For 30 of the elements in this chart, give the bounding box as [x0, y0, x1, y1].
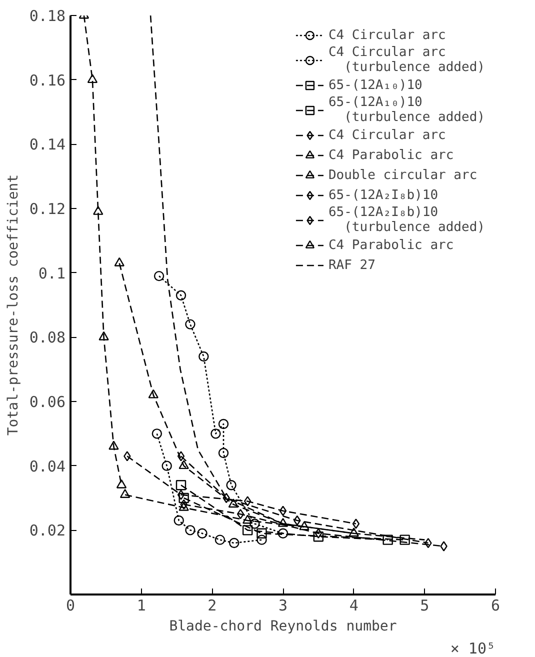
- x-tick-label: 5: [420, 596, 430, 614]
- legend-label: C4 Circular arc: [328, 127, 446, 143]
- text: × 10⁵: [450, 640, 496, 657]
- legend-label: Double circular arc: [328, 167, 478, 183]
- y-tick-label: 0.04: [29, 457, 66, 476]
- legend-label: 65-(12A₂I₈b)10: [328, 187, 438, 203]
- legend-label: C4 Parabolic arc: [328, 237, 454, 253]
- x-tick-label: 3: [278, 596, 288, 614]
- y-tick-label: 0.08: [29, 328, 66, 347]
- legend-label: C4 Circular arc (turbulence added): [328, 45, 485, 75]
- x-tick-label: 1: [136, 596, 146, 614]
- x-tick-label: 2: [208, 596, 217, 614]
- y-tick-label: 0.16: [29, 71, 66, 90]
- y-tick-label: 0.12: [29, 200, 66, 218]
- legend-label: 65-(12A₂I₈b)10 (turbulence added): [328, 205, 485, 235]
- x-axis-title: Blade-chord Reynolds number: [169, 618, 397, 634]
- legend-label: 65-(12A₁₀)10 (turbulence added): [328, 95, 485, 125]
- x-tick-label: 6: [490, 596, 500, 614]
- legend-label: C4 Circular arc: [328, 27, 446, 43]
- legend-label: 65-(12A₁₀)10: [328, 77, 422, 93]
- legend-label: C4 Parabolic arc: [328, 147, 454, 163]
- y-tick-label: 0.1: [38, 264, 66, 282]
- y-axis-title: Total-pressure-loss coefficient: [5, 174, 22, 436]
- legend-label: RAF 27: [328, 257, 376, 273]
- y-tick-label: 0.14: [29, 136, 66, 154]
- y-tick-label: 0.06: [29, 393, 66, 411]
- x-tick-label: 0: [66, 596, 76, 614]
- y-tick-label: 0.02: [29, 522, 66, 540]
- y-tick-label: 0.18: [29, 7, 66, 25]
- x-tick-label: 4: [349, 596, 358, 614]
